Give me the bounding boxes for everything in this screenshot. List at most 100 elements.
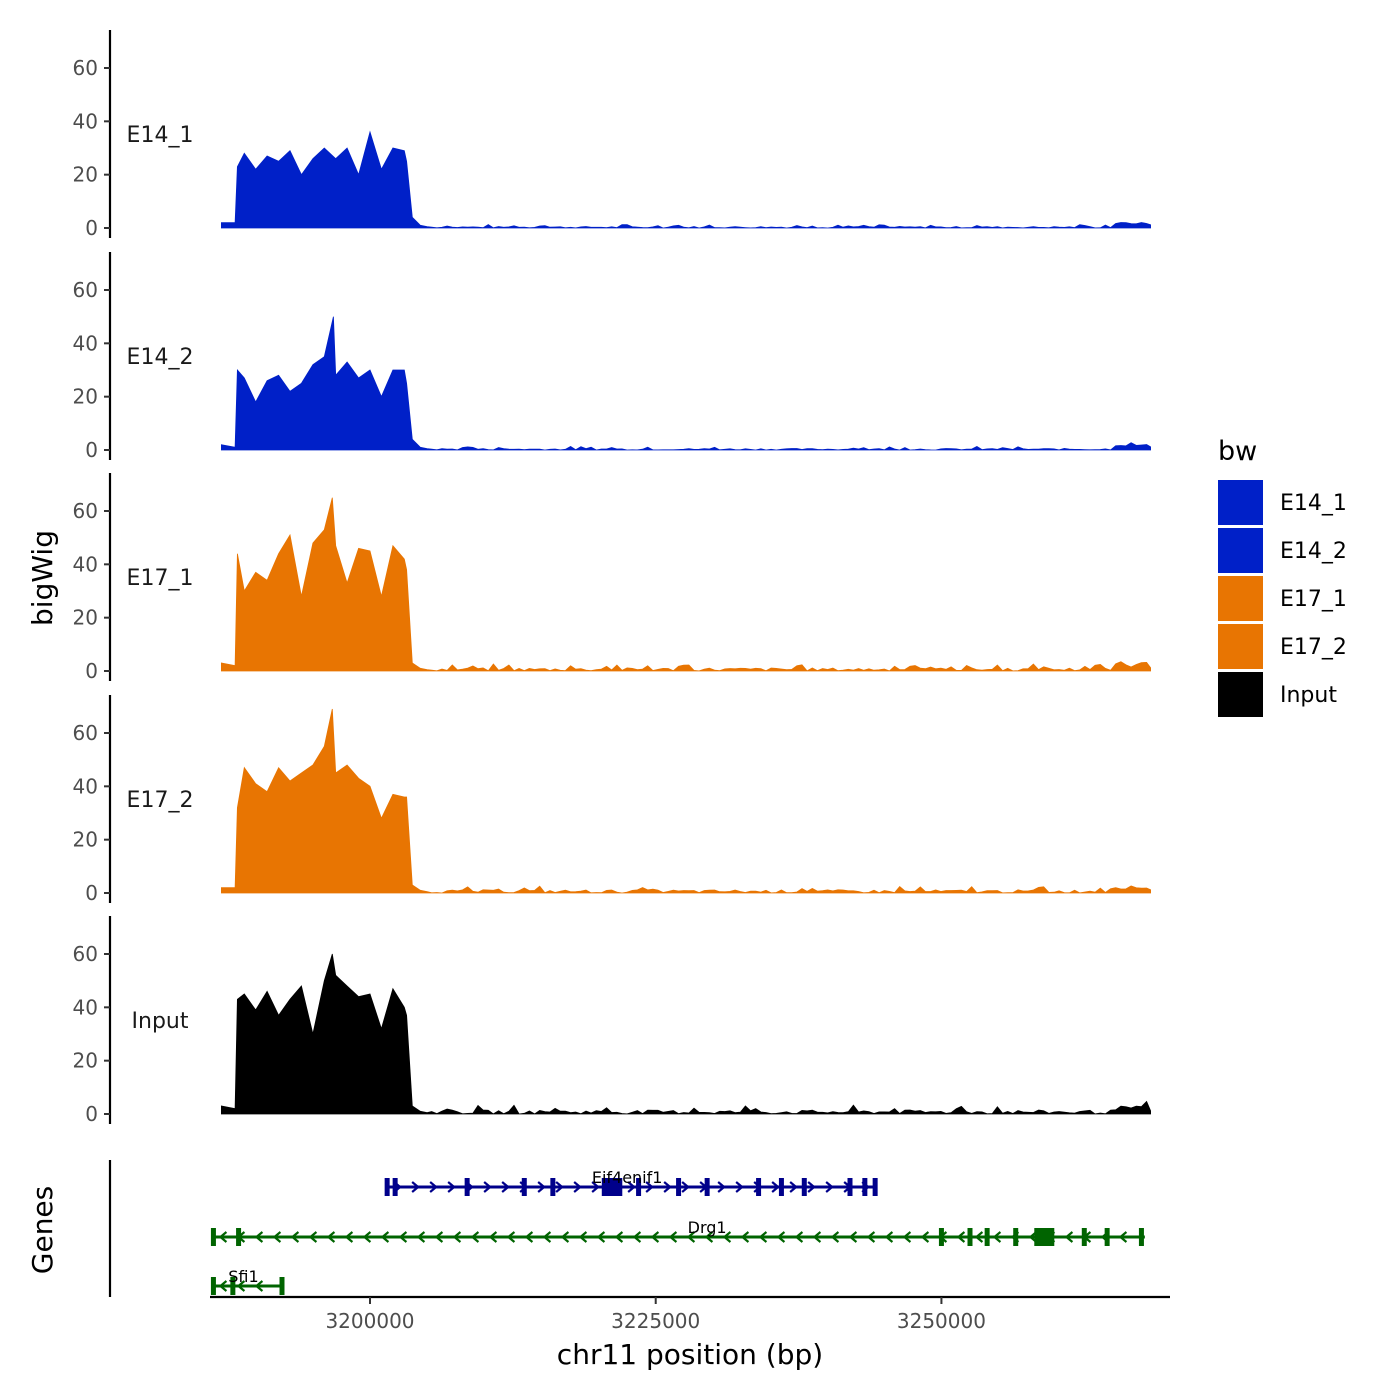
y-tick-label: 40 bbox=[73, 774, 98, 798]
coverage-area-E14_1 bbox=[221, 130, 1151, 229]
strand-chevron bbox=[704, 1231, 714, 1243]
strand-chevron bbox=[758, 1231, 768, 1243]
coverage-area-E17_1 bbox=[221, 497, 1151, 672]
strand-chevron bbox=[434, 1231, 444, 1243]
exon bbox=[1138, 1228, 1144, 1246]
strand-chevron bbox=[1118, 1231, 1128, 1243]
gene-Eif4enif1: Eif4enif1 bbox=[384, 1168, 878, 1196]
strand-chevron bbox=[542, 1231, 552, 1243]
gene-label: Eif4enif1 bbox=[592, 1168, 663, 1187]
strand-chevron bbox=[254, 1231, 264, 1243]
strand-chevron bbox=[524, 1231, 534, 1243]
strand-chevron bbox=[645, 1181, 654, 1193]
strand-chevron bbox=[362, 1231, 372, 1243]
exon bbox=[521, 1178, 527, 1196]
strand-chevron bbox=[1064, 1231, 1074, 1243]
legend-swatch bbox=[1218, 672, 1263, 717]
gene-Sfi1: Sfi1 bbox=[210, 1267, 285, 1295]
y-tick-label: 60 bbox=[73, 721, 98, 745]
track-panel-E17_1: 0 20 40 60 E17_1 bbox=[73, 473, 1151, 683]
strand-chevron bbox=[272, 1231, 282, 1243]
strand-chevron bbox=[591, 1181, 600, 1193]
coverage-area-Input bbox=[221, 953, 1151, 1115]
y-tick-label: 40 bbox=[73, 331, 98, 355]
strand-chevron bbox=[470, 1231, 480, 1243]
strand-chevron bbox=[560, 1231, 570, 1243]
strand-chevron bbox=[596, 1231, 606, 1243]
strand-chevron bbox=[920, 1231, 930, 1243]
strand-chevron bbox=[740, 1231, 750, 1243]
strand-chevron bbox=[578, 1231, 588, 1243]
exon bbox=[872, 1178, 878, 1196]
strand-chevron bbox=[902, 1231, 912, 1243]
strand-chevron bbox=[663, 1181, 672, 1193]
strand-chevron bbox=[776, 1231, 786, 1243]
exon bbox=[464, 1178, 470, 1196]
strand-chevron bbox=[308, 1231, 318, 1243]
strand-chevron bbox=[632, 1231, 642, 1243]
exon bbox=[236, 1228, 242, 1246]
legend-swatch bbox=[1218, 528, 1263, 573]
strand-chevron bbox=[974, 1231, 984, 1243]
strand-chevron bbox=[722, 1231, 732, 1243]
legend-title: bw bbox=[1218, 436, 1257, 467]
exon bbox=[984, 1228, 990, 1246]
y-tick-label: 60 bbox=[73, 56, 98, 80]
strand-chevron bbox=[380, 1231, 390, 1243]
strand-chevron bbox=[218, 1231, 228, 1243]
exon bbox=[704, 1178, 710, 1196]
y-tick-label: 40 bbox=[73, 109, 98, 133]
y-tick-label: 20 bbox=[73, 828, 98, 852]
exon bbox=[210, 1228, 216, 1246]
strand-chevron bbox=[411, 1181, 420, 1193]
strand-chevron bbox=[848, 1231, 858, 1243]
track-panel-E17_2: 0 20 40 60 E17_2 bbox=[73, 695, 1151, 905]
exon bbox=[801, 1178, 807, 1196]
strand-chevron bbox=[717, 1181, 726, 1193]
strand-chevron bbox=[236, 1280, 246, 1292]
exon bbox=[636, 1178, 642, 1196]
strand-chevron bbox=[452, 1231, 462, 1243]
exon bbox=[550, 1178, 556, 1196]
y-tick-label: 40 bbox=[73, 552, 98, 576]
y-tick-label: 60 bbox=[73, 499, 98, 523]
strand-chevron bbox=[218, 1280, 228, 1292]
strand-chevron bbox=[681, 1181, 690, 1193]
exon bbox=[1104, 1228, 1110, 1246]
legend-label: E17_2 bbox=[1280, 635, 1347, 660]
strand-chevron bbox=[537, 1181, 546, 1193]
y-tick-label: 20 bbox=[73, 1049, 98, 1073]
strand-chevron bbox=[483, 1181, 492, 1193]
y-tick-label: 0 bbox=[85, 659, 98, 683]
strand-chevron bbox=[668, 1231, 678, 1243]
strand-chevron bbox=[956, 1231, 966, 1243]
strand-chevron bbox=[866, 1231, 876, 1243]
strand-chevron bbox=[812, 1231, 822, 1243]
strand-chevron bbox=[429, 1181, 438, 1193]
y-tick-label: 0 bbox=[85, 881, 98, 905]
strand-chevron bbox=[735, 1181, 744, 1193]
exon bbox=[279, 1277, 285, 1295]
track-label: E14_2 bbox=[127, 345, 194, 370]
track-panel-Input: 0 20 40 60 Input bbox=[73, 916, 1151, 1126]
strand-chevron bbox=[650, 1231, 660, 1243]
strand-chevron bbox=[614, 1231, 624, 1243]
gene-Drg1: Drg1 bbox=[210, 1218, 1145, 1246]
y-tick-label: 0 bbox=[85, 216, 98, 240]
strand-chevron bbox=[573, 1181, 582, 1193]
strand-chevron bbox=[794, 1231, 804, 1243]
exon bbox=[778, 1178, 784, 1196]
x-axis-title: chr11 position (bp) bbox=[557, 1338, 823, 1371]
exon bbox=[392, 1178, 398, 1196]
track-label: E17_1 bbox=[127, 566, 194, 591]
strand-chevron bbox=[807, 1181, 816, 1193]
y-tick-label: 20 bbox=[73, 163, 98, 187]
exon bbox=[1081, 1228, 1087, 1246]
strand-chevron bbox=[789, 1181, 798, 1193]
y-tick-label: 20 bbox=[73, 606, 98, 630]
strand-chevron bbox=[290, 1231, 300, 1243]
x-axis: 3200000 3225000 3250000 bbox=[210, 1295, 1170, 1333]
coverage-area-E17_2 bbox=[221, 708, 1151, 894]
x-tick-label: 3200000 bbox=[325, 1309, 414, 1333]
exon bbox=[1013, 1228, 1019, 1246]
